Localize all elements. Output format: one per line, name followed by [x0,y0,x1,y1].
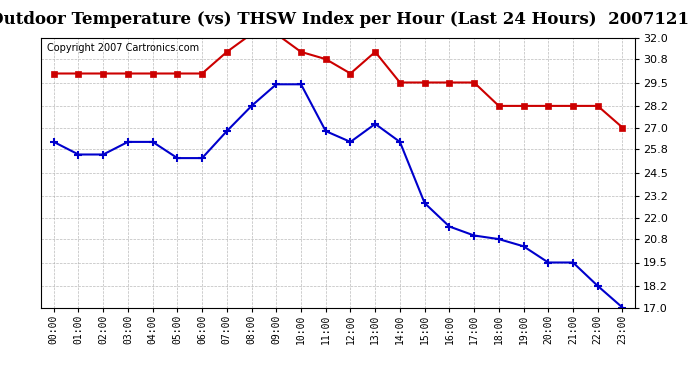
Text: Copyright 2007 Cartronics.com: Copyright 2007 Cartronics.com [48,43,199,53]
Text: Outdoor Temperature (vs) THSW Index per Hour (Last 24 Hours)  20071211: Outdoor Temperature (vs) THSW Index per … [0,11,690,28]
